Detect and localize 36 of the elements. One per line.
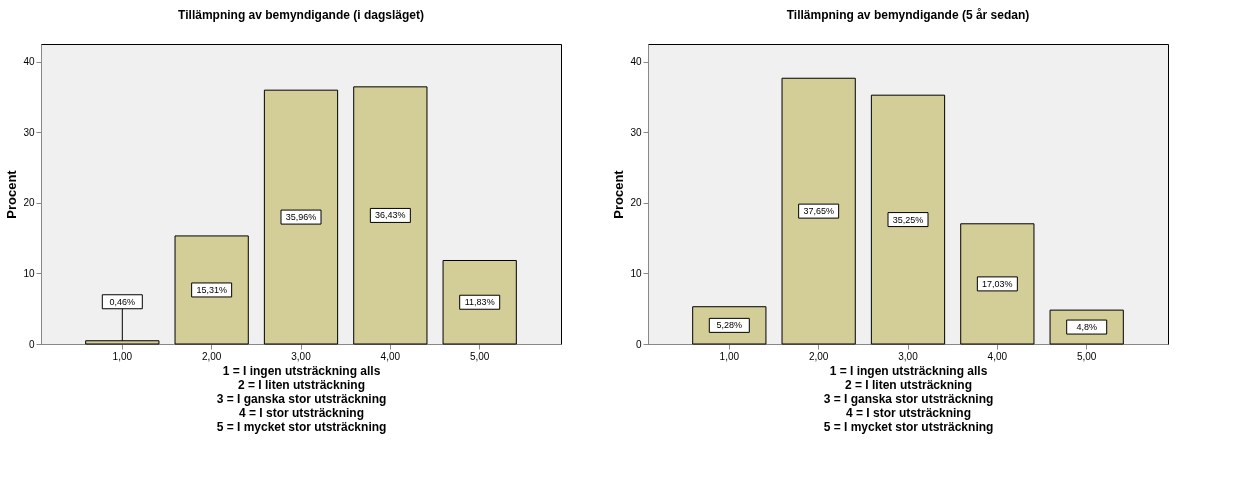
y-tick-label: 10 [23, 267, 35, 279]
y-tick-label: 40 [23, 56, 35, 68]
x-axis-title: 1 = I ingen utsträckning alls 2 = I liten utsträckning 3 = I ganska stor utsträckning 4 = I stor utsträckning 5 = I mycket stor utsträckning [216, 363, 387, 434]
x-tick-label: 2,00 [201, 350, 222, 362]
x-tick-label: 3,00 [898, 350, 919, 362]
x-tick-label: 5,00 [1076, 350, 1097, 362]
data-label: 35,96% [285, 212, 317, 223]
data-label: 17,03% [982, 278, 1013, 289]
x-axis-title: 1 = I ingen utsträckning alls 2 = I liten utsträckning 3 = I ganska stor utsträckning 4 = I stor utsträckning 5 = I mycket stor utsträckning [823, 363, 994, 434]
y-tick-label: 0 [28, 338, 35, 350]
y-tick-label: 40 [630, 56, 642, 68]
y-tick-label: 20 [630, 197, 642, 209]
data-label: 5,28% [716, 320, 743, 331]
y-axis-title: Procent [611, 169, 627, 219]
y-tick-label: 10 [630, 267, 642, 279]
x-tick-label: 1,00 [112, 350, 133, 362]
data-label: 37,65% [803, 206, 834, 217]
data-label: 4,8% [1076, 322, 1097, 333]
y-axis-title: Procent [4, 169, 20, 219]
y-tick-label: 0 [635, 338, 642, 350]
x-tick-label: 3,00 [291, 350, 312, 362]
data-label: 35,25% [892, 214, 924, 225]
data-label: 0,46% [109, 296, 136, 307]
x-tick-label: 2,00 [808, 350, 829, 362]
x-tick-label: 5,00 [469, 350, 490, 362]
chart-title: Tillämpning av bemyndigande (i dagsläget) [178, 8, 424, 22]
x-tick-label: 1,00 [719, 350, 740, 362]
data-label: 15,31% [196, 284, 227, 295]
y-tick-label: 20 [23, 197, 35, 209]
x-tick-label: 4,00 [380, 350, 401, 362]
x-tick-label: 4,00 [987, 350, 1008, 362]
chart-title: Tillämpning av bemyndigande (5 år sedan) [786, 8, 1030, 22]
y-tick-label: 30 [630, 126, 642, 138]
y-tick-label: 30 [23, 126, 35, 138]
data-label: 11,83% [464, 297, 495, 308]
data-label: 36,43% [375, 210, 406, 221]
